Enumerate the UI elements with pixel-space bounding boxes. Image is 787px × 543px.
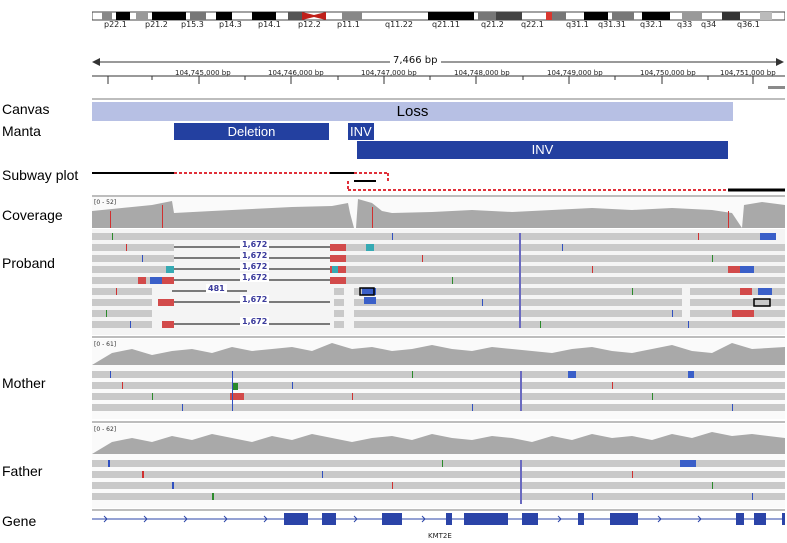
proband-reads xyxy=(92,233,785,328)
track-label-manta: Manta xyxy=(2,123,41,139)
insert-size-label: 1,672 xyxy=(240,295,270,304)
panel-divider xyxy=(92,195,785,197)
coverage-histogram xyxy=(92,199,785,228)
track-label-coverage: Coverage xyxy=(2,207,63,223)
cytoband-label: q36.1 xyxy=(737,20,760,29)
cytoband-label: q22.1 xyxy=(521,20,544,29)
cytoband-label: p14.1 xyxy=(258,20,281,29)
panel-divider xyxy=(92,98,785,100)
gene-track[interactable]: KMT2E xyxy=(92,511,785,543)
mother-alignment-track[interactable]: [0 - 61] xyxy=(92,339,785,419)
cytoband-label: q31.31 xyxy=(598,20,626,29)
cytoband-label: p21.2 xyxy=(145,20,168,29)
coverage-track[interactable]: [0 - 52] xyxy=(92,197,785,228)
ruler-tick-label: 104,749,000 bp xyxy=(547,69,603,77)
panel-divider xyxy=(92,421,785,423)
panel-divider xyxy=(92,509,785,511)
cytoband-label: p12.2 xyxy=(298,20,321,29)
cytoband-label: q21.2 xyxy=(481,20,504,29)
gene-name-label: KMT2E xyxy=(428,532,452,540)
track-label-canvas: Canvas xyxy=(2,101,50,117)
coverage-range: [0 - 52] xyxy=(94,199,117,206)
ruler-tick-label: 104,748,000 bp xyxy=(454,69,510,77)
cytoband-label: p11.1 xyxy=(337,20,360,29)
ruler-tick-label: 104,746,000 bp xyxy=(268,69,324,77)
track-label-gene: Gene xyxy=(2,513,37,529)
father-alignment-track[interactable]: [0 - 62] xyxy=(92,424,785,508)
cytoband-label: q32.1 xyxy=(640,20,663,29)
insert-size-label: 1,672 xyxy=(240,273,270,282)
cytoband-label: p22.1 xyxy=(104,20,127,29)
proband-alignment-track[interactable]: 1,672 1,672 1,672 1,672 481 1,672 1,672 xyxy=(92,229,785,335)
mother-coverage-and-reads xyxy=(92,343,785,411)
cytoband-label: p15.3 xyxy=(181,20,204,29)
gene-model xyxy=(92,513,785,525)
mother-coverage-range: [0 - 61] xyxy=(94,341,117,348)
cytoband-label: q34 xyxy=(701,20,717,29)
track-label-mother: Mother xyxy=(2,375,46,391)
ruler-span-label: 7,466 bp xyxy=(390,55,441,66)
cytoband-label: q21.11 xyxy=(432,20,460,29)
manta-inv-call-large[interactable]: INV xyxy=(357,141,728,159)
ideogram-bands xyxy=(92,11,785,21)
track-label-subway: Subway plot xyxy=(2,167,79,183)
cytoband-label: q33 xyxy=(677,20,693,29)
canvas-loss-call[interactable]: Loss xyxy=(92,102,733,121)
ruler-tick-label: 104,751,000 bp xyxy=(720,69,776,77)
insert-size-label: 1,672 xyxy=(240,262,270,271)
ruler-tick-label: 104,750,000 bp xyxy=(640,69,696,77)
insert-size-label: 1,672 xyxy=(240,251,270,260)
cytoband-label: q11.22 xyxy=(385,20,413,29)
manta-deletion-call[interactable]: Deletion xyxy=(174,123,329,140)
insert-size-label: 1,672 xyxy=(240,240,270,249)
chromosome-ideogram[interactable] xyxy=(92,10,785,22)
father-coverage-and-reads xyxy=(92,432,785,504)
insert-size-label: 481 xyxy=(206,284,227,293)
cytoband-label: q31.1 xyxy=(566,20,589,29)
panel-divider xyxy=(92,336,785,338)
track-label-father: Father xyxy=(2,463,43,479)
track-label-proband: Proband xyxy=(2,255,55,271)
father-coverage-range: [0 - 62] xyxy=(94,426,117,433)
insert-size-label: 1,672 xyxy=(240,317,270,326)
ruler-tick-label: 104,745,000 bp xyxy=(175,69,231,77)
cytoband-label: p14.3 xyxy=(219,20,242,29)
manta-inv-call-small[interactable]: INV xyxy=(348,123,374,140)
ruler-tick-label: 104,747,000 bp xyxy=(361,69,417,77)
